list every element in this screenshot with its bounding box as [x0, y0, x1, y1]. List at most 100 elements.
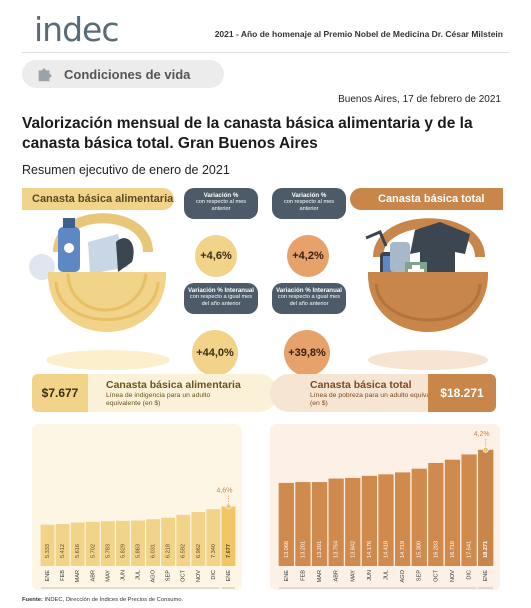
bar-value-label: 16.203: [433, 541, 439, 558]
bar-4: [100, 521, 115, 566]
bar-value-label: 13.754: [334, 541, 340, 558]
bar-value-label: 14.418: [383, 541, 389, 558]
category-label: MAY: [105, 570, 111, 582]
bar-12: [478, 449, 494, 566]
cbt-var-monthly-label: Variación % con respecto al mes anterior: [272, 188, 346, 219]
bar-10: [444, 459, 461, 566]
category-label: OCT: [181, 569, 187, 581]
category-label: MAR: [317, 570, 323, 582]
bar-1: [55, 524, 70, 566]
category-label: JUL: [135, 570, 141, 580]
bar-value-label: 6.592: [181, 544, 187, 558]
cba-badge: Canasta básica alimentaria: [22, 188, 174, 210]
cbt-badge: Canasta básica total: [350, 188, 503, 210]
cbt-badge-label: Canasta básica total: [378, 193, 485, 205]
bar-0: [278, 482, 294, 566]
page-subtitle: Resumen ejecutivo de enero de 2021: [22, 163, 230, 177]
cba-bar-chart: 5.333 ENE 5.412 FEB 5.616 MAR 5.702 ABR 5.783 MAY…: [40, 488, 236, 589]
cbt-amount: $18.271: [440, 386, 484, 400]
footnote-text: INDEC, Dirección de Índices de Precios d…: [44, 597, 184, 603]
bar-5: [115, 520, 130, 566]
bar-9: [428, 462, 444, 566]
bar-10: [191, 512, 206, 566]
bar-3: [85, 521, 100, 566]
bar-value-label: 5.783: [105, 544, 111, 558]
cbt-var-yearly-title: Variación % Interanual: [275, 287, 343, 294]
cba-var-monthly-label: Variación % con respecto al mes anterior: [184, 188, 258, 219]
bar-5: [361, 475, 378, 566]
cba-var-yearly-label: Variación % Interanual con respecto a ig…: [184, 283, 258, 314]
category-label: JUN: [367, 570, 373, 581]
category-label: FEB: [60, 570, 66, 581]
bar-value-label: 7.340: [211, 544, 217, 558]
cbt-var-monthly-desc: con respecto al mes anterior: [283, 199, 335, 212]
report-date: Buenos Aires, 17 de febrero de 2021: [338, 94, 501, 105]
bar-value-label: 5.829: [120, 544, 126, 558]
category-label: OCT: [433, 569, 439, 581]
bar-2: [70, 522, 85, 566]
category-label: ENE: [483, 570, 489, 582]
bar-value-label: 5.333: [45, 544, 51, 558]
category-label: AGO: [400, 569, 406, 582]
category-label: SEP: [417, 570, 423, 581]
category-label: ENE: [45, 570, 51, 582]
cba-value-panel: $7.677 Canasta básica alimentaria Línea …: [32, 374, 278, 412]
bar-value-label: 13.201: [300, 541, 306, 558]
bar-value-label: 14.719: [400, 541, 406, 558]
annotation-dot: [225, 503, 232, 510]
cba-amount: $7.677: [41, 386, 79, 400]
category-label: JUN: [120, 570, 126, 581]
category-label: AGO: [151, 569, 157, 582]
cbt-value-panel: Canasta básica total Línea de pobreza pa…: [270, 374, 500, 412]
category-label: MAY: [350, 570, 356, 582]
category-label: SEP: [166, 570, 172, 581]
bar-value-label: 5.412: [60, 544, 66, 558]
page-title: Valorización mensual de la canasta básic…: [22, 115, 473, 152]
cba-var-yearly-desc: con respecto a igual mes del año anterio…: [189, 294, 253, 307]
annotation-label: 4,2%: [474, 431, 490, 438]
bar-11: [206, 509, 221, 566]
category-label: ABR: [334, 570, 340, 582]
indec-logo[interactable]: indec: [34, 10, 119, 49]
header: indec 2021 - Año de homenaje al Premio N…: [0, 0, 531, 52]
bar-value-label: 15.300: [417, 541, 423, 558]
bar-value-label: 5.702: [90, 544, 96, 558]
bar-1: [295, 482, 311, 566]
cbt-desc: Línea de pobreza para un adulto equivale…: [310, 392, 445, 407]
category-label: ENE: [226, 570, 232, 582]
bar-3: [328, 478, 344, 566]
cbt-bar-chart: 13.066 ENE 13.201 FEB 13.201 MAR 13.754 ABR 13.8…: [278, 431, 494, 589]
section-label: Condiciones de vida: [64, 67, 191, 82]
category-label: DIC: [467, 570, 473, 580]
bar-value-label: 6.218: [166, 544, 172, 558]
bar-value-label: 5.863: [135, 544, 141, 558]
category-label: DIC: [211, 570, 217, 580]
cba-var-monthly-value: +4,6%: [195, 235, 237, 277]
bar-8: [161, 517, 176, 566]
bar-0: [40, 524, 55, 566]
category-label: FEB: [300, 570, 306, 581]
category-label: JUL: [383, 570, 389, 580]
bar-6: [378, 474, 394, 566]
bar-7: [394, 472, 411, 566]
footnote: Fuente: INDEC, Dirección de Índices de P…: [22, 597, 183, 603]
annotation-dot: [482, 446, 489, 453]
cbt-basket-illustration: [365, 218, 489, 370]
bar-value-label: 13.201: [317, 541, 323, 558]
cba-desc: Línea de indigencia para un adulto equiv…: [106, 392, 211, 407]
bar-6: [131, 520, 145, 566]
section-pill: Condiciones de vida: [22, 60, 224, 88]
cba-badge-label: Canasta básica alimentaria: [32, 193, 174, 205]
bar-12: [221, 506, 236, 566]
cba-var-yearly-value: +44,0%: [192, 330, 238, 376]
bar-value-label: 7.677: [226, 544, 232, 558]
puzzle-icon: [38, 68, 52, 82]
footnote-label: Fuente:: [22, 597, 43, 603]
cbt-var-monthly-value: +4,2%: [287, 235, 329, 277]
bar-value-label: 17.541: [467, 541, 473, 558]
cba-var-yearly-title: Variación % Interanual: [187, 287, 255, 294]
bar-value-label: 18.271: [483, 541, 489, 558]
bar-8: [411, 468, 427, 566]
bar-4: [345, 477, 361, 566]
bar-value-label: 6.962: [196, 544, 202, 558]
